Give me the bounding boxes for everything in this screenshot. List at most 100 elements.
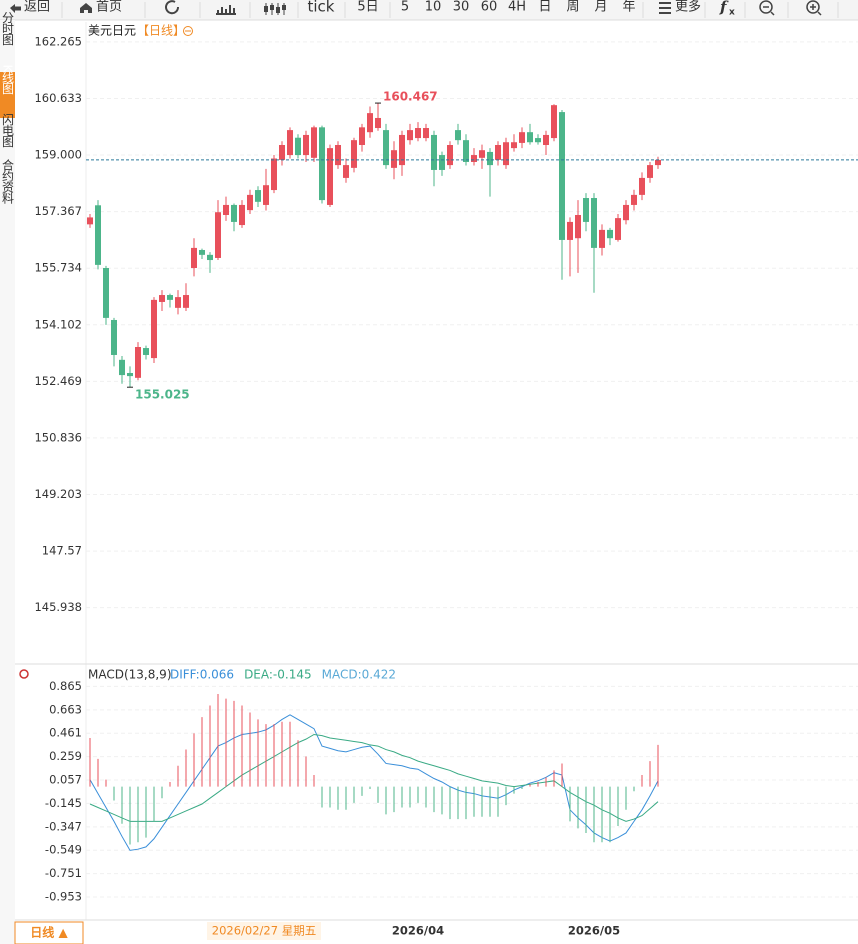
legend-entry: DEA:-0.145 bbox=[244, 668, 312, 682]
candle-body bbox=[631, 194, 637, 205]
candle-body bbox=[455, 130, 461, 141]
candle-body bbox=[383, 130, 389, 166]
period-button[interactable]: 10 bbox=[425, 0, 442, 15]
cursor-date-label: 2026/02/27 星期五 bbox=[212, 924, 316, 938]
zoom-in-button[interactable] bbox=[806, 0, 820, 14]
candle-body bbox=[487, 151, 493, 166]
refresh-button[interactable] bbox=[165, 0, 180, 15]
candle-body bbox=[415, 128, 421, 139]
candle-body bbox=[359, 127, 365, 146]
sidebar-active bbox=[0, 72, 15, 118]
candle-body bbox=[639, 177, 645, 195]
candle-body bbox=[239, 204, 245, 226]
candle-body bbox=[223, 204, 229, 215]
candle-body bbox=[87, 217, 93, 225]
period-button[interactable]: 30 bbox=[453, 0, 470, 15]
candle-body bbox=[623, 204, 629, 221]
candle-body bbox=[399, 134, 405, 166]
candle-body bbox=[575, 214, 581, 239]
y-tick-label: 159.000 bbox=[34, 148, 82, 162]
candle-body bbox=[143, 348, 149, 355]
settings-button[interactable] bbox=[19, 669, 29, 679]
y-tick-label: 155.734 bbox=[34, 261, 82, 275]
home-button[interactable]: 首页 bbox=[96, 0, 122, 15]
candle-body bbox=[151, 299, 157, 359]
candle-body bbox=[583, 198, 589, 222]
y-tick-label: 160.633 bbox=[34, 91, 82, 105]
y-tick-label: -0.549 bbox=[45, 843, 82, 857]
y-tick-label: 0.057 bbox=[49, 773, 82, 787]
candle-body bbox=[191, 247, 197, 269]
period-selector-label: 日线 ▲ bbox=[30, 925, 68, 940]
legend-entry: MACD:0.422 bbox=[322, 668, 396, 682]
home-icon bbox=[80, 3, 92, 13]
candle-body bbox=[335, 145, 341, 166]
tick-button[interactable]: tick bbox=[308, 0, 335, 16]
candle-body bbox=[111, 319, 117, 355]
candle-body bbox=[279, 145, 285, 160]
candle-body bbox=[647, 165, 653, 178]
candle-body bbox=[479, 150, 485, 158]
candle-body bbox=[103, 268, 109, 318]
more-icon bbox=[659, 2, 671, 14]
period-button[interactable]: 5 bbox=[401, 0, 409, 15]
y-tick-label: -0.347 bbox=[45, 819, 82, 833]
period-button[interactable]: 5日 bbox=[357, 0, 378, 15]
y-tick-label: 145.938 bbox=[34, 600, 82, 614]
back-icon bbox=[10, 4, 21, 13]
candle-body bbox=[295, 137, 301, 156]
candle-body bbox=[311, 127, 317, 158]
chart-title: 美元日元 bbox=[88, 24, 136, 38]
candle-body bbox=[215, 212, 221, 258]
candle-body bbox=[439, 155, 445, 170]
candle-body bbox=[263, 185, 269, 205]
period-button[interactable]: 月 bbox=[594, 0, 607, 15]
collapse-button[interactable] bbox=[183, 26, 193, 36]
candle-body bbox=[207, 254, 213, 261]
zoom-out-button[interactable] bbox=[759, 0, 773, 14]
sidebar-tab[interactable]: 合约资料 bbox=[1, 158, 15, 204]
x-tick-label: 2026/05 bbox=[568, 924, 620, 938]
y-tick-label: 154.102 bbox=[34, 317, 82, 331]
y-tick-label: -0.751 bbox=[45, 866, 82, 880]
candle-body bbox=[599, 229, 605, 248]
period-selector[interactable] bbox=[14, 921, 84, 944]
legend-entry: DIFF:0.066 bbox=[170, 668, 234, 682]
period-button[interactable]: 4H bbox=[508, 0, 526, 15]
more-button[interactable]: 更多 bbox=[675, 0, 701, 15]
candle-body bbox=[463, 140, 469, 162]
period-button[interactable]: 周 bbox=[566, 0, 579, 15]
high-annotation: 160.467 bbox=[383, 90, 438, 104]
period-button[interactable]: 60 bbox=[481, 0, 498, 15]
sidebar-tab[interactable]: K线图 bbox=[1, 65, 15, 94]
sidebar-tab[interactable]: 闪电图 bbox=[1, 113, 15, 147]
candle-body bbox=[503, 142, 509, 166]
candle-body bbox=[591, 198, 597, 248]
period-button[interactable]: 日 bbox=[538, 0, 551, 15]
candle-body bbox=[551, 105, 557, 139]
candle-body bbox=[247, 194, 253, 211]
toolbar-buttons: 返回 首页 tick 5日 5 10 30 60 4H 日 周 月 年 更多 f… bbox=[10, 0, 839, 18]
candle-body bbox=[559, 112, 565, 240]
back-button[interactable]: 返回 bbox=[24, 0, 50, 15]
candle-body bbox=[375, 117, 381, 129]
candle-body bbox=[615, 218, 621, 240]
candle-body bbox=[351, 140, 357, 168]
macd-line bbox=[89, 733, 659, 822]
candle-body bbox=[327, 148, 333, 205]
formula-button[interactable]: f bbox=[719, 0, 729, 16]
candle-body bbox=[367, 113, 373, 133]
candle-body bbox=[319, 127, 325, 201]
y-tick-label: 0.259 bbox=[49, 749, 82, 763]
candle-body bbox=[567, 221, 573, 240]
candle-body bbox=[535, 138, 541, 143]
sidebar-tab[interactable]: 分时图 bbox=[1, 11, 15, 45]
period-button[interactable]: 年 bbox=[622, 0, 635, 15]
candle-body bbox=[287, 130, 293, 156]
candle-type-button[interactable] bbox=[264, 5, 286, 13]
toolbar-separators bbox=[61, 2, 839, 18]
chart-type-button[interactable] bbox=[216, 5, 236, 15]
y-tick-label: 0.663 bbox=[49, 702, 82, 716]
